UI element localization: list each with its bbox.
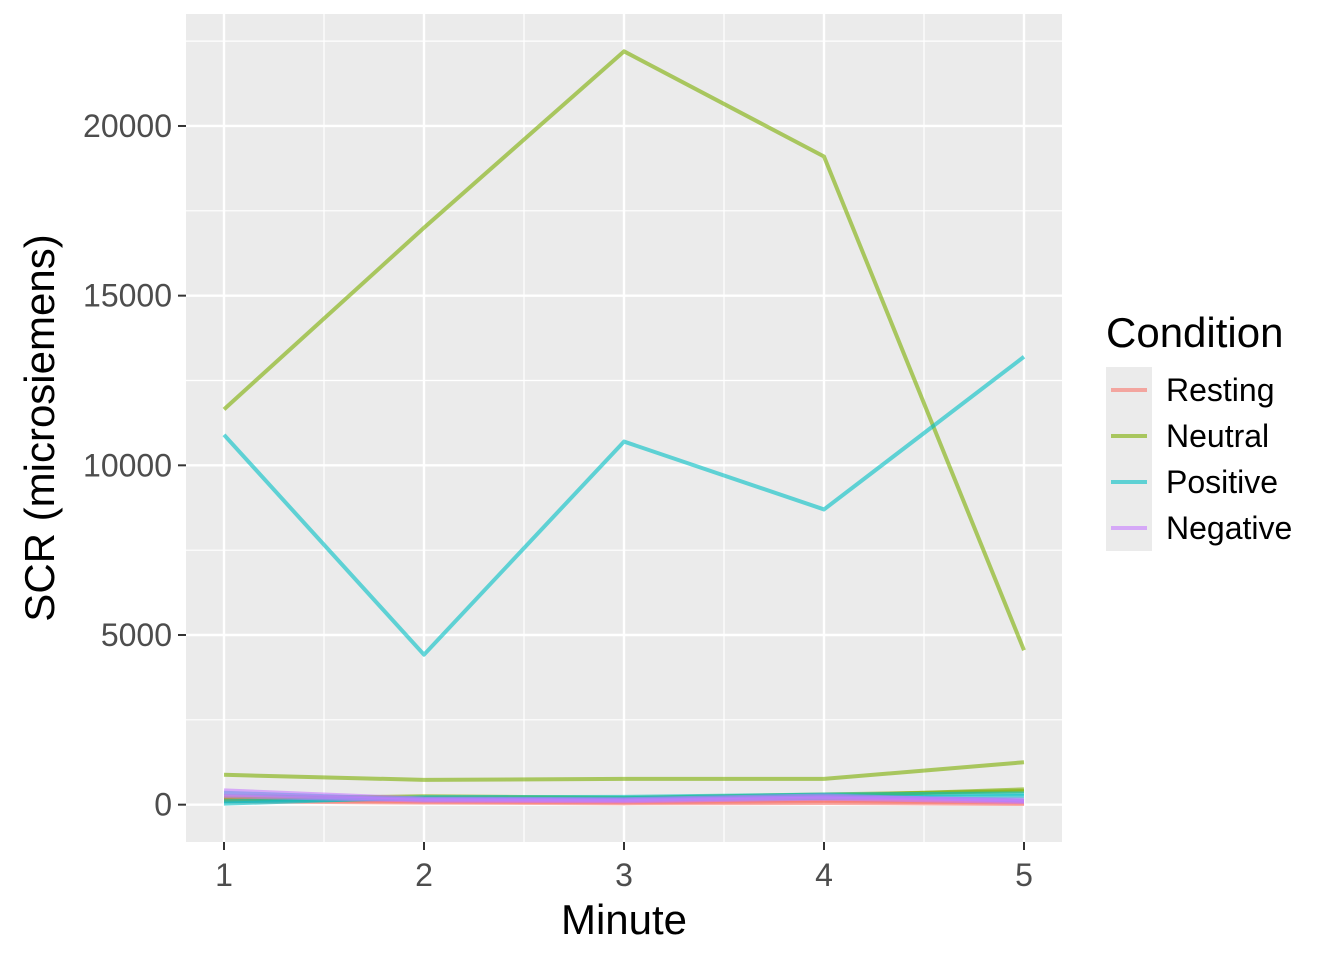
series-line-neutral-4: [223, 760, 1025, 782]
x-tick-label: 4: [815, 857, 833, 893]
x-tick-label: 2: [415, 857, 433, 893]
y-tick-label: 0: [154, 787, 172, 823]
legend-entries: Resting Neutral Positive Negative: [1106, 367, 1292, 551]
legend-label-positive: Positive: [1166, 464, 1278, 500]
series-line-neutral-3: [222, 49, 1026, 652]
x-tick-label: 5: [1015, 857, 1033, 893]
series-line-positive-7: [222, 355, 1026, 657]
y-axis: 0 5000 10000 15000 20000: [83, 108, 186, 823]
legend: Condition Resting Neutral Positive Negative: [1106, 309, 1292, 551]
x-tick-label: 3: [615, 857, 633, 893]
y-tick-label: 10000: [83, 447, 172, 483]
legend-title: Condition: [1106, 309, 1283, 356]
series-lines: [222, 49, 1026, 806]
y-tick-label: 20000: [83, 108, 172, 144]
x-axis: 1 2 3 4 5: [215, 842, 1033, 893]
x-tick-label: 1: [215, 857, 233, 893]
y-tick-label: 5000: [101, 617, 172, 653]
series-line-negative-13: [223, 794, 1025, 804]
y-tick-label: 15000: [83, 278, 172, 314]
legend-label-neutral: Neutral: [1166, 418, 1269, 454]
legend-label-resting: Resting: [1166, 372, 1275, 408]
y-axis-title: SCR (microsiemens): [16, 234, 63, 621]
x-axis-title: Minute: [561, 896, 687, 943]
legend-label-negative: Negative: [1166, 510, 1292, 546]
